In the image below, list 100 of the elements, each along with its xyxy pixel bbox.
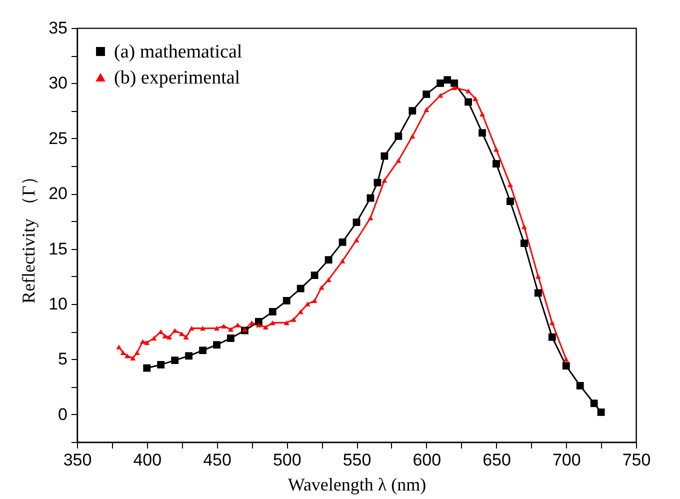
point — [318, 285, 324, 290]
point — [374, 178, 382, 186]
point — [436, 79, 444, 87]
point — [478, 129, 486, 137]
x-tick-label: 600 — [412, 450, 442, 470]
point — [444, 76, 452, 84]
point — [464, 98, 472, 106]
point — [242, 327, 248, 332]
point — [534, 289, 542, 297]
point — [268, 308, 276, 316]
point — [408, 107, 416, 115]
y-tick-label: 35 — [48, 18, 68, 38]
point — [134, 350, 140, 355]
point — [549, 320, 555, 326]
point — [422, 90, 430, 98]
y-tick-label: 30 — [48, 74, 68, 93]
point — [262, 324, 268, 330]
point — [494, 147, 499, 152]
point — [151, 336, 157, 341]
point — [396, 158, 402, 163]
point — [466, 88, 472, 94]
point — [157, 361, 165, 368]
point — [535, 274, 541, 279]
point — [312, 298, 318, 304]
legend-label: (a) mathematical — [114, 42, 242, 62]
point — [143, 364, 151, 372]
point — [296, 284, 304, 292]
point — [520, 240, 528, 247]
point — [200, 326, 206, 331]
point — [338, 238, 346, 246]
point — [548, 333, 556, 341]
point — [380, 152, 388, 160]
point — [506, 198, 514, 206]
x-tick-label: 450 — [203, 450, 232, 470]
point — [158, 329, 164, 334]
point — [284, 320, 290, 326]
point — [256, 322, 262, 328]
x-tick-label: 350 — [63, 450, 92, 470]
x-tick-label: 700 — [552, 450, 581, 470]
point — [326, 277, 332, 282]
point — [298, 309, 304, 314]
point — [228, 327, 234, 332]
point — [590, 400, 598, 408]
point — [324, 256, 332, 264]
point — [521, 224, 527, 230]
point — [472, 96, 478, 102]
point — [394, 132, 402, 140]
point — [214, 326, 220, 331]
point — [130, 356, 136, 360]
point — [480, 112, 486, 116]
point — [227, 334, 234, 342]
point — [290, 317, 296, 322]
x-tick-label: 500 — [272, 450, 302, 470]
point — [507, 182, 513, 188]
x-tick-label: 550 — [342, 450, 372, 470]
point — [492, 160, 500, 168]
point — [234, 322, 240, 328]
point — [304, 302, 310, 306]
point — [124, 354, 130, 358]
point — [199, 346, 206, 354]
point — [188, 326, 194, 331]
x-tick-label: 400 — [133, 450, 162, 470]
point — [116, 344, 122, 350]
legend-label: (b) experimental — [114, 68, 240, 88]
point — [352, 218, 360, 226]
point — [310, 272, 318, 280]
point — [452, 85, 458, 90]
point — [213, 341, 220, 349]
point — [221, 324, 226, 328]
point — [282, 296, 290, 304]
point — [382, 178, 388, 183]
point — [562, 362, 570, 370]
point — [140, 339, 146, 344]
point — [410, 134, 416, 139]
y-tick-label: 5 — [58, 350, 68, 369]
point — [172, 328, 178, 333]
point — [270, 320, 276, 326]
y-axis-title: Reflectivity （Γ） — [18, 168, 39, 304]
x-axis-title: Wavelength λ (nm) — [288, 474, 426, 494]
point — [438, 92, 444, 98]
point — [563, 356, 569, 362]
y-tick-label: 15 — [48, 239, 68, 258]
x-tick-label: 750 — [622, 450, 651, 470]
x-tick-label: 650 — [482, 450, 511, 470]
point — [354, 238, 360, 242]
point — [162, 334, 168, 338]
point — [368, 216, 374, 220]
point — [424, 107, 430, 112]
point — [166, 334, 172, 340]
point — [576, 382, 584, 390]
point — [185, 352, 193, 360]
y-tick-label: 0 — [58, 404, 68, 424]
y-tick-label: 25 — [48, 128, 68, 148]
point — [254, 318, 262, 326]
point — [597, 408, 605, 416]
point — [340, 258, 346, 264]
y-tick-label: 20 — [48, 184, 68, 204]
point — [183, 334, 189, 340]
y-tick-label: 10 — [48, 294, 68, 314]
point — [171, 356, 179, 364]
